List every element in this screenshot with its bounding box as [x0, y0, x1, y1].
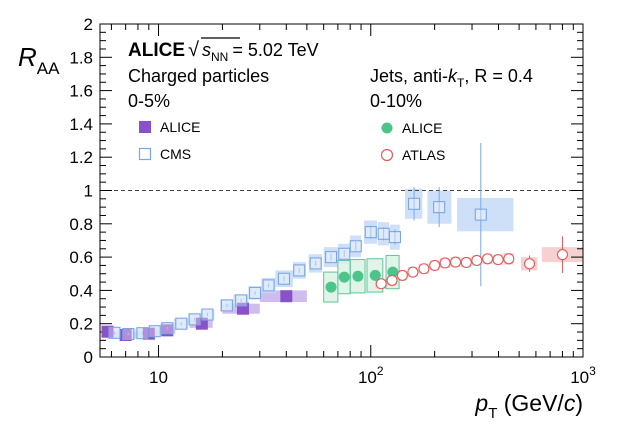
data-points	[101, 143, 568, 342]
y-tick-label: 1.2	[69, 148, 93, 167]
atlas-jets-point	[375, 278, 387, 290]
atlas-jets-point	[450, 256, 462, 268]
energy-sqrt-sign: √	[188, 39, 199, 61]
atlas-jets-point	[429, 259, 441, 271]
charged-centrality-label: 0-5%	[128, 91, 170, 111]
alice-charged-point	[101, 325, 114, 338]
atlas-jets-point	[407, 266, 419, 278]
legend-label-alice-jets: ALICE	[402, 120, 442, 136]
legend-marker-atlas	[380, 148, 394, 162]
energy-label: sNN = 5.02 TeV	[202, 40, 319, 64]
cms-charged-point	[175, 317, 188, 330]
cms-charged-point	[220, 299, 233, 312]
y-tick-label: 2	[84, 15, 93, 34]
atlas-jets-point	[481, 253, 494, 265]
atlas-jets-point	[460, 256, 472, 268]
jets-group-label: Jets, anti-kT, R = 0.4	[370, 66, 533, 90]
atlas-jets-point	[524, 258, 536, 270]
alice-jets-syst-box	[366, 258, 384, 293]
charged-group-label: Charged particles	[128, 66, 269, 86]
y-tick-label: 1.6	[69, 82, 93, 101]
legend-marker-alice-charged	[139, 121, 151, 133]
x-tick-labels: 10 102 103	[149, 364, 596, 387]
alice-jets-point	[338, 271, 350, 283]
cms-charged-point	[338, 247, 351, 260]
y-axis-label: RAA	[18, 42, 60, 78]
y-tick-label: 1	[84, 182, 93, 201]
cms-charged-point	[148, 325, 161, 338]
alice-jets-point	[369, 269, 381, 281]
cms-charged-point	[408, 197, 421, 210]
cms-charged-point	[433, 201, 446, 214]
alice-charged-point	[280, 290, 293, 303]
cms-charged-point	[188, 313, 201, 326]
x-tick-label: 103	[570, 364, 596, 387]
cms-charged-point	[388, 231, 401, 244]
atlas-jets-point	[471, 254, 483, 266]
cms-charged-point	[364, 226, 377, 239]
systematic-bands	[103, 188, 583, 340]
cms-charged-point	[325, 251, 338, 264]
atlas-jets-point	[418, 263, 430, 275]
alice-jets-point	[387, 266, 399, 278]
y-tick-label: 0.4	[69, 281, 93, 300]
y-tick-label: 1.8	[69, 48, 93, 67]
y-tick-label: 0.8	[69, 215, 93, 234]
cms-charged-point	[293, 264, 306, 277]
cms-charged-point	[277, 272, 291, 285]
legend-label-alice-charged: ALICE	[160, 119, 200, 135]
atlas-jets-point	[492, 254, 504, 266]
y-tick-label: 1.4	[69, 115, 93, 134]
legend: ALICE CMS ALICE ATLAS	[138, 119, 445, 163]
plot-frame-group	[99, 23, 584, 358]
atlas-jets-point	[396, 269, 408, 281]
jets-centrality-label: 0-10%	[370, 91, 422, 111]
x-tick-label: 102	[358, 364, 384, 387]
cms-charged-point	[108, 326, 121, 339]
cms-charged-point	[349, 240, 362, 253]
atlas-jets-point	[386, 274, 398, 286]
legend-marker-cms	[138, 147, 152, 161]
cms-charged-point	[262, 279, 275, 292]
atlas-jets-point	[439, 257, 451, 269]
y-tick-label: 0.6	[69, 248, 93, 267]
chart-title: ALICE	[128, 40, 185, 61]
cms-charged-point	[122, 327, 135, 341]
legend-label-cms: CMS	[160, 146, 191, 162]
atlas-jets-point	[503, 253, 515, 265]
y-tick-labels: 0 0.2 0.4 0.6 0.8 1 1.2 1.4 1.6 1.8 2	[69, 15, 93, 367]
alice-jets-point	[325, 281, 337, 293]
x-tick-label: 10	[149, 368, 168, 387]
cms-charged-point	[136, 327, 149, 340]
x-axis-label: pT (GeV/c)	[474, 390, 583, 422]
legend-label-atlas: ATLAS	[402, 147, 445, 163]
atlas-jets-point	[556, 249, 568, 261]
cms-charged-point	[474, 208, 487, 221]
cms-charged-point	[309, 257, 322, 270]
cms-charged-syst-band	[457, 197, 514, 232]
alice-jets-point	[352, 270, 364, 282]
cms-charged-point	[249, 286, 262, 299]
alice-charged-point	[195, 317, 208, 330]
y-tick-label: 0.2	[69, 315, 93, 334]
cms-charged-point	[377, 227, 390, 240]
cms-charged-point	[161, 322, 174, 335]
cms-charged-point	[235, 294, 248, 307]
legend-marker-alice-jets	[381, 122, 393, 134]
y-tick-label: 0	[84, 348, 93, 367]
cms-charged-point	[201, 308, 214, 321]
alice-jets-syst-box	[349, 259, 366, 294]
